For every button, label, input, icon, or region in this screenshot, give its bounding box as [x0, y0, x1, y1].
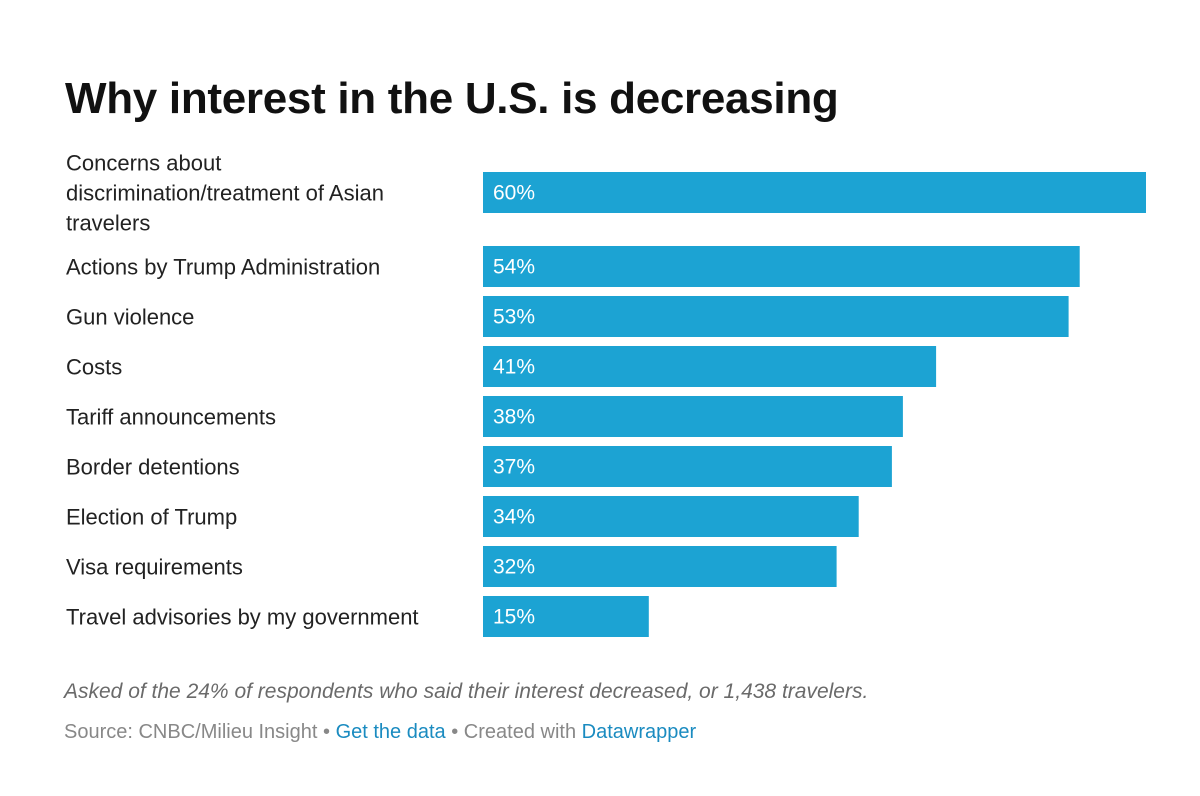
- bar-value-label: 38%: [493, 406, 535, 429]
- bar: [483, 246, 1080, 287]
- category-label-line: Costs: [66, 355, 122, 380]
- chart-title: Why interest in the U.S. is decreasing: [65, 74, 839, 123]
- category-label-line: Border detentions: [66, 455, 240, 480]
- bar-value-label: 37%: [493, 456, 535, 479]
- category-label: Costs: [66, 355, 122, 380]
- bar-chart: 60% Concerns about discrimination/treatmen…: [66, 151, 1146, 637]
- category-label-line: Tariff announcements: [66, 405, 276, 430]
- category-label-line: Concerns about: [66, 151, 221, 176]
- category-label-line: Travel advisories by my government: [66, 605, 419, 630]
- get-the-data-link[interactable]: Get the data: [335, 721, 446, 743]
- category-label: Border detentions: [66, 455, 240, 480]
- footer-separator: •: [451, 721, 459, 743]
- created-with-text: Created with: [463, 721, 577, 743]
- bar: [483, 546, 837, 587]
- category-label: Tariff announcements: [66, 405, 276, 430]
- bar: [483, 496, 859, 537]
- bar-value-label: 60%: [493, 182, 535, 205]
- category-label-line: Visa requirements: [66, 555, 243, 580]
- chart-note: Asked of the 24% of respondents who said…: [64, 680, 869, 703]
- bar: [483, 172, 1146, 213]
- bar: [483, 296, 1069, 337]
- category-label-line: travelers: [66, 211, 150, 236]
- bar: [483, 346, 937, 387]
- bar-value-label: 34%: [493, 506, 535, 529]
- category-label: Election of Trump: [66, 505, 237, 530]
- category-label-line: Gun violence: [66, 305, 194, 330]
- bar-value-label: 54%: [493, 256, 535, 279]
- category-label: Travel advisories by my government: [66, 605, 419, 630]
- category-label: Visa requirements: [66, 555, 243, 580]
- bar-value-label: 41%: [493, 356, 535, 379]
- category-label-line: Actions by Trump Administration: [66, 255, 380, 280]
- bar-value-label: 53%: [493, 306, 535, 329]
- bar-value-label: 15%: [493, 606, 535, 629]
- footer-separator: •: [323, 721, 331, 743]
- category-label: Actions by Trump Administration: [66, 255, 380, 280]
- category-label-line: Election of Trump: [66, 505, 237, 530]
- bar-value-label: 32%: [493, 556, 535, 579]
- bar: [483, 396, 903, 437]
- category-label-line: discrimination/treatment of Asian: [66, 181, 384, 206]
- category-label: Concerns about discrimination/treatment o…: [66, 151, 384, 236]
- category-label: Gun violence: [66, 305, 194, 330]
- source-text: Source: CNBC/Milieu Insight: [64, 721, 318, 743]
- datawrapper-link[interactable]: Datawrapper: [581, 721, 697, 743]
- bar: [483, 446, 892, 487]
- chart-footer: Source: CNBC/Milieu Insight • Get the da…: [64, 721, 696, 744]
- bar: [483, 596, 649, 637]
